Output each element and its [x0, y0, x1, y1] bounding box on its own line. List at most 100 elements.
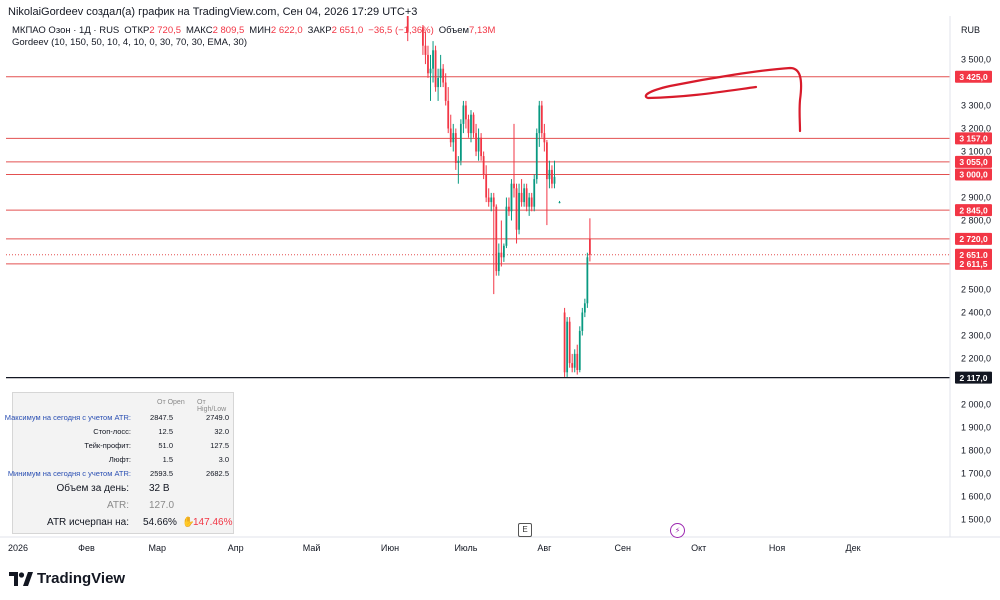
info-row-highlow: 2749.0 — [206, 413, 229, 422]
candle-body — [535, 133, 538, 180]
indicator-row: Gordeev (10, 150, 50, 10, 4, 10, 0, 30, … — [12, 37, 495, 49]
price-level-label: 2 651,0 — [959, 250, 988, 260]
candle-body — [485, 174, 488, 198]
candle-body — [553, 176, 556, 184]
candle-body — [442, 68, 445, 83]
y-tick-label: 1 900,0 — [961, 423, 991, 433]
candle-body — [457, 160, 460, 163]
info-row-highlow: 2682.5 — [206, 469, 229, 478]
ohlc-low: МИН2 622,0 — [249, 25, 303, 36]
candle-body — [490, 197, 493, 203]
info-row-label: Минимум на сегодня с учетом ATR: — [7, 469, 131, 478]
candle-body — [470, 114, 472, 134]
y-tick-label: 3 300,0 — [961, 101, 991, 111]
info-row-open: 12.5 — [158, 427, 173, 436]
candle-body — [508, 206, 510, 212]
atr-label: ATR: — [106, 500, 129, 511]
info-row-label: Стоп-лосс: — [93, 427, 131, 436]
price-level-badge — [955, 248, 992, 261]
candle-body — [513, 183, 515, 189]
col-header-highlow: От High/Low — [197, 399, 227, 413]
dividends-marker-icon[interactable]: ⚡ — [670, 523, 685, 538]
candle-body — [573, 353, 576, 368]
symbol-row: МКПАО Озон · 1Д · RUS ОТКР2 720,5 МАКС2 … — [12, 25, 495, 37]
info-row-label: Максимум на сегодня с учетом ATR: — [4, 413, 131, 422]
price-level-badge — [955, 168, 992, 181]
candle-body — [495, 206, 498, 272]
info-row-open: 2847.5 — [150, 413, 173, 422]
tradingview-logo[interactable]: TradingView — [9, 570, 125, 587]
candle-body — [422, 27, 424, 46]
price-level-label: 3 000,0 — [959, 170, 988, 180]
candle-body — [538, 105, 541, 134]
y-tick-label: 2 500,0 — [961, 285, 991, 295]
price-level-label: 2 117,0 — [960, 373, 988, 383]
y-tick-label: 1 600,0 — [961, 492, 991, 502]
y-tick-label: 2 000,0 — [961, 400, 991, 410]
info-row-highlow: 3.0 — [218, 455, 229, 464]
y-tick-label: 1 700,0 — [961, 469, 991, 479]
hand-drawing — [644, 66, 803, 133]
x-tick-label: Июн — [381, 543, 399, 553]
candle-body — [568, 321, 571, 364]
day-volume-label: Объем за день: — [56, 483, 129, 494]
x-tick-label: Фев — [78, 543, 95, 553]
brand-name: TradingView — [37, 570, 126, 587]
currency-label[interactable]: RUB — [961, 25, 981, 35]
candle-body — [424, 45, 427, 55]
x-tick-label: Сен — [615, 543, 632, 553]
volume: Объем7,13M — [438, 25, 496, 36]
info-row-label: Тейк-профит: — [84, 441, 131, 450]
candle-body — [510, 183, 513, 212]
y-tick-label: 3 200,0 — [961, 124, 991, 134]
candle-body — [558, 202, 561, 204]
candle-body — [500, 252, 503, 258]
x-tick-label: Окт — [691, 543, 706, 553]
earnings-marker-button[interactable]: E — [518, 523, 532, 537]
axes: 1 500,0 1 600,0 1 700,0 1 800,0 1 900,0 2 000… — [0, 16, 1000, 553]
info-row-open: 1.5 — [162, 455, 173, 464]
atr-row: ATR: 127.0 — [13, 500, 233, 516]
candle-body — [429, 68, 432, 74]
candle-body — [502, 245, 505, 258]
price-change: −36,5 (−1,36%) — [368, 25, 434, 36]
price-level-badge — [955, 155, 992, 168]
candle-body — [548, 169, 551, 180]
candle-body — [454, 133, 457, 163]
candles — [406, 16, 591, 377]
info-row: Люфт: 1.5 3.0 — [13, 455, 233, 468]
candle-body — [482, 156, 485, 175]
x-tick-label: Май — [303, 543, 321, 553]
price-level-label: 2 611,5 — [960, 259, 988, 269]
price-levels: 3 425,0 3 157,0 3 055,0 3 000,0 2 845,0 2 720… — [6, 70, 992, 384]
price-level-label: 3 425,0 — [959, 72, 988, 82]
tradingview-logo-icon — [9, 571, 33, 586]
indicator-name[interactable]: Gordeev (10, 150, 50, 10, 4, 10, 0, 30, … — [12, 37, 248, 48]
candle-body — [497, 252, 500, 272]
candle-body — [545, 142, 548, 180]
candle-body — [432, 50, 434, 69]
candle-body — [571, 363, 574, 368]
hand-drawn-arrow[interactable] — [644, 66, 803, 133]
col-header-open: От Open — [157, 399, 185, 406]
symbol-name[interactable]: МКПАО Озон · 1Д · RUS — [12, 25, 120, 36]
candle-body — [427, 54, 429, 74]
atr-info-panel: От Open От High/Low Максимум на сегодня … — [5, 392, 234, 534]
candle-body — [525, 188, 528, 207]
candle-body — [583, 303, 586, 313]
y-tick-label: 2 300,0 — [961, 331, 991, 341]
price-level-badge — [955, 371, 992, 384]
atr-used-pct: 54.66% — [143, 517, 177, 528]
price-level-label: 2 720,0 — [959, 234, 988, 244]
candle-body — [581, 312, 584, 331]
candle-body — [530, 197, 533, 207]
y-tick-label: 2 200,0 — [961, 354, 991, 364]
candle-body — [576, 353, 579, 370]
x-tick-label: 2026 — [8, 543, 28, 553]
page-title: NikolaiGordeev создал(а) график на Tradi… — [8, 6, 418, 18]
candle-body — [452, 133, 455, 143]
candle-body — [465, 105, 467, 120]
candle-body — [578, 330, 581, 370]
candle-body — [566, 321, 569, 373]
